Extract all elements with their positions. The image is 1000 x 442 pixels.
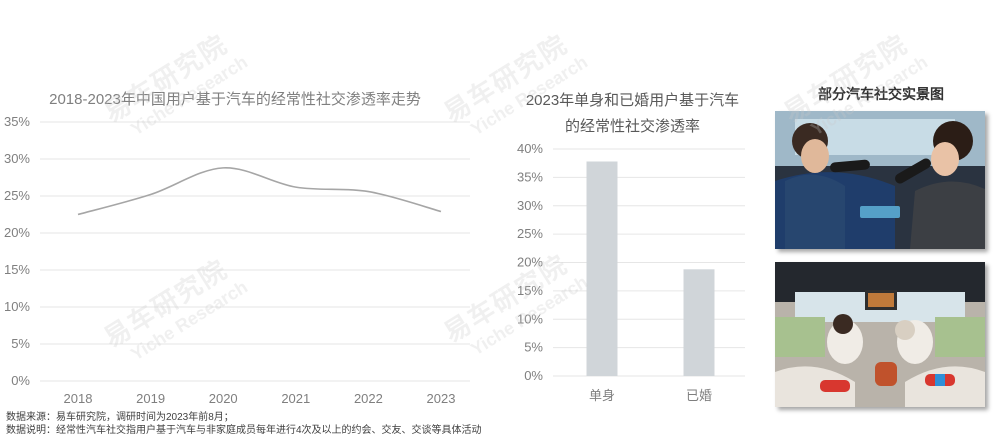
line-chart-y-tick: 5% <box>11 336 30 351</box>
bar-chart-y-tick: 30% <box>517 198 543 213</box>
bar-chart-y-tick: 10% <box>517 311 543 326</box>
data-definition-note: 数据说明：经常性汽车社交指用户基于汽车与非家庭成员每年进行4次及以上的约会、交友… <box>6 425 482 436</box>
bar-chart-y-tick: 25% <box>517 226 543 241</box>
line-chart-title: 2018-2023年中国用户基于汽车的经常性社交渗透率走势 <box>49 91 421 108</box>
data-source-note: 数据来源：易车研究院，调研时间为2023年前8月； <box>6 412 234 423</box>
line-chart-y-tick: 35% <box>4 114 30 129</box>
line-chart-series-line <box>77 167 442 216</box>
photo-car-karaoke <box>775 111 985 249</box>
line-chart-y-tick: 15% <box>4 262 30 277</box>
line-chart-x-tick: 2022 <box>354 391 383 406</box>
karaoke-scene-image <box>775 111 985 249</box>
bar-chart-y-tick: 15% <box>517 283 543 298</box>
bar-chart-y-tick: 35% <box>517 169 543 184</box>
line-chart-y-tick: 20% <box>4 225 30 240</box>
line-chart-x-tick: 2023 <box>427 391 456 406</box>
photo-car-gaming <box>775 262 985 407</box>
line-chart-x-tick: 2019 <box>136 391 165 406</box>
bar-chart-y-tick: 20% <box>517 255 543 270</box>
line-chart-x-tick: 2020 <box>209 391 238 406</box>
bar-chart-bar <box>586 161 618 376</box>
gaming-scene-image <box>775 262 985 407</box>
bar-chart-x-tick: 单身 <box>589 388 615 403</box>
footnotes: 数据来源：易车研究院，调研时间为2023年前8月； 数据说明：经常性汽车社交指用… <box>6 411 482 437</box>
bar-chart-y-tick: 0% <box>524 368 543 383</box>
bar-chart-x-tick: 已婚 <box>686 388 712 403</box>
bar-chart-y-tick: 5% <box>524 340 543 355</box>
photos-title: 部分汽车社交实景图 <box>818 86 944 102</box>
bar-chart-bar <box>683 269 715 376</box>
bar-chart-y-tick: 40% <box>517 141 543 156</box>
line-chart-x-tick: 2018 <box>64 391 93 406</box>
line-chart-y-tick: 25% <box>4 188 30 203</box>
line-chart-y-tick: 30% <box>4 151 30 166</box>
line-chart-x-tick: 2021 <box>281 391 310 406</box>
line-chart-y-tick: 10% <box>4 299 30 314</box>
bar-chart-title: 2023年单身和已婚用户基于汽车的经常性社交渗透率 <box>525 92 740 135</box>
line-chart-y-tick: 0% <box>11 373 30 388</box>
